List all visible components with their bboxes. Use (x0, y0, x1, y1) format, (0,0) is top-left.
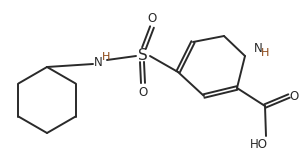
Text: HO: HO (250, 137, 268, 151)
Text: O: O (289, 90, 299, 102)
Text: S: S (138, 48, 148, 62)
Text: N: N (94, 55, 102, 69)
Text: O: O (138, 85, 147, 99)
Text: N: N (254, 42, 262, 55)
Text: O: O (147, 11, 157, 24)
Text: H: H (261, 48, 269, 58)
Text: H: H (102, 52, 110, 62)
